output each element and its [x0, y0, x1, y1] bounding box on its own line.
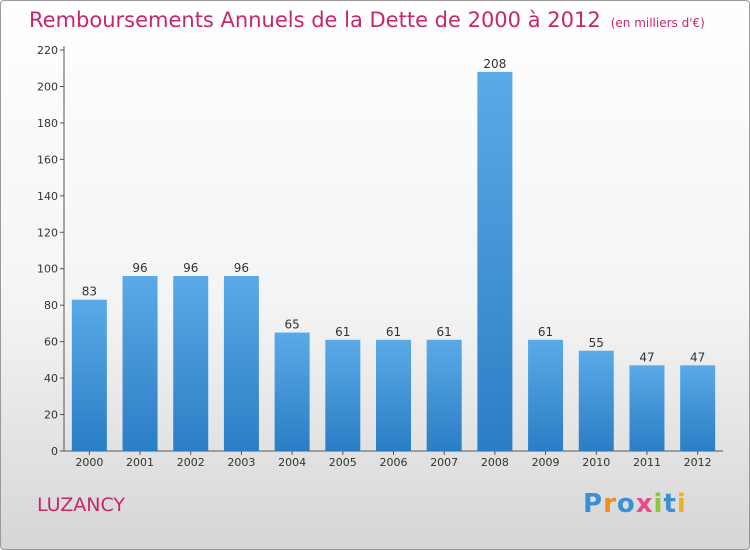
- bar: [173, 276, 209, 451]
- chart-subtitle: (en milliers d'€): [610, 16, 705, 30]
- y-tick-label: 220: [37, 44, 58, 57]
- x-tick-label: 2001: [126, 456, 154, 469]
- logo-letter: P: [583, 489, 604, 519]
- bar: [528, 339, 564, 451]
- bar: [274, 332, 310, 451]
- bar: [578, 350, 614, 451]
- bar: [376, 339, 411, 451]
- chart-title-text: Remboursements Annuels de la Dette de 20…: [29, 8, 601, 32]
- x-tick-label: 2004: [278, 456, 306, 469]
- bar-value-label: 96: [183, 261, 198, 275]
- logo-letter: x: [635, 489, 654, 519]
- y-tick-label: 100: [37, 263, 58, 276]
- bar-value-label: 208: [483, 57, 506, 71]
- y-tick-label: 140: [37, 190, 58, 203]
- y-tick-label: 120: [37, 226, 58, 239]
- bar-value-label: 61: [386, 325, 401, 339]
- bar-value-label: 61: [335, 325, 350, 339]
- bar: [325, 339, 361, 451]
- chart-labels: 83 2000 96 2001 96 2002 96 2003 65 2004 61 2005 61 20…: [75, 57, 711, 469]
- bar-value-label: 55: [589, 336, 604, 350]
- x-tick-label: 2012: [684, 456, 712, 469]
- bar: [477, 71, 513, 451]
- bar: [680, 365, 716, 451]
- bar: [71, 299, 107, 451]
- x-tick-label: 2002: [177, 456, 205, 469]
- y-tick-label: 40: [44, 372, 58, 385]
- place-name: LUZANCY: [37, 494, 125, 516]
- bar-value-label: 47: [690, 350, 705, 364]
- proxiti-logo: Proxiti: [583, 489, 687, 519]
- logo-letter: t: [663, 489, 677, 519]
- x-tick-label: 2000: [75, 456, 103, 469]
- chart-bars: [71, 71, 716, 451]
- y-tick-label: 0: [51, 445, 58, 458]
- logo-letter: o: [616, 489, 636, 519]
- y-tick-label: 20: [44, 409, 58, 422]
- logo-letter: i: [676, 489, 687, 519]
- y-tick-label: 80: [44, 299, 58, 312]
- y-tick-label: 60: [44, 336, 58, 349]
- bar: [629, 365, 665, 451]
- chart-title: Remboursements Annuels de la Dette de 20…: [29, 8, 705, 32]
- bar-value-label: 65: [284, 318, 299, 332]
- bar: [223, 276, 259, 451]
- x-tick-label: 2008: [481, 456, 509, 469]
- x-tick-label: 2009: [532, 456, 560, 469]
- x-tick-label: 2011: [633, 456, 661, 469]
- y-tick-label: 200: [37, 80, 58, 93]
- y-tick-label: 160: [37, 153, 58, 166]
- y-tick-label: 180: [37, 117, 58, 130]
- bar: [122, 276, 158, 451]
- x-tick-label: 2003: [227, 456, 255, 469]
- bar-value-label: 47: [639, 350, 654, 364]
- bar-value-label: 96: [234, 261, 249, 275]
- bar-value-label: 96: [132, 261, 147, 275]
- logo-letter: i: [653, 489, 664, 519]
- bar-value-label: 61: [538, 325, 553, 339]
- x-tick-label: 2010: [582, 456, 610, 469]
- bar-value-label: 83: [82, 285, 97, 299]
- bar-value-label: 61: [437, 325, 452, 339]
- x-tick-label: 2005: [329, 456, 357, 469]
- logo-letter: r: [603, 489, 617, 519]
- x-tick-label: 2006: [380, 456, 408, 469]
- x-tick-label: 2007: [430, 456, 458, 469]
- bar: [426, 339, 462, 451]
